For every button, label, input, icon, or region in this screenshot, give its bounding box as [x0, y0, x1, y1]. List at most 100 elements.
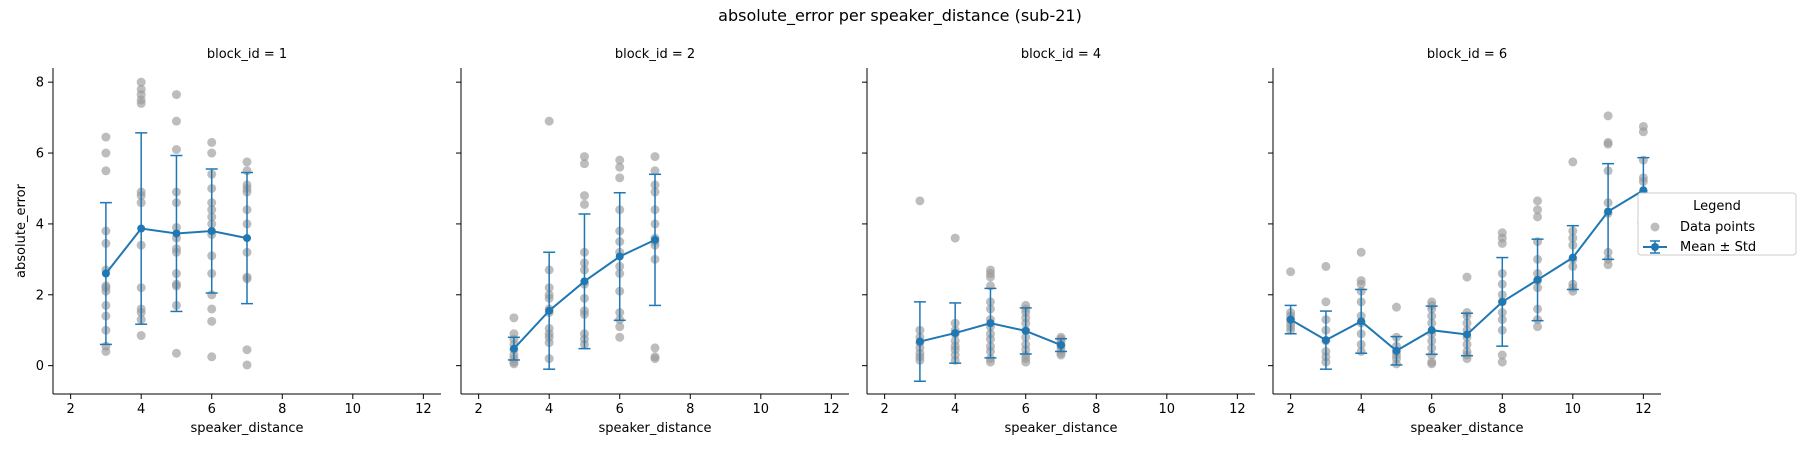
data-point [985, 272, 995, 282]
data-point [1056, 350, 1066, 360]
data-point [136, 331, 146, 341]
legend-title: Legend [1693, 199, 1741, 214]
x-tick-label: 12 [823, 402, 840, 417]
data-point [1462, 272, 1472, 282]
y-tick-label: 4 [36, 217, 44, 232]
x-tick-label: 10 [1159, 402, 1176, 417]
mean-point [1463, 330, 1471, 339]
data-point [207, 137, 217, 147]
y-tick-label: 2 [36, 288, 44, 303]
x-tick-label: 6 [208, 402, 216, 417]
data-point [171, 348, 181, 358]
data-point [1497, 238, 1507, 248]
data-point [1603, 111, 1613, 121]
data-point [544, 116, 554, 126]
y-tick-label: 6 [36, 147, 44, 162]
subplot-title: block_id = 6 [1427, 47, 1507, 62]
x-tick-label: 8 [686, 402, 694, 417]
x-tick-label: 4 [137, 402, 145, 417]
subplot-title: block_id = 4 [1021, 47, 1101, 62]
x-tick-label: 2 [1286, 402, 1294, 417]
x-tick-label: 6 [1428, 402, 1436, 417]
data-point [509, 313, 519, 323]
legend-label-points: Data points [1680, 220, 1755, 235]
subplot-title: block_id = 2 [615, 47, 695, 62]
mean-point [1392, 346, 1401, 355]
data-point [242, 360, 252, 370]
x-tick-label: 4 [545, 402, 553, 417]
y-tick-label: 8 [36, 76, 44, 91]
x-tick-label: 8 [278, 402, 286, 417]
mean-point [243, 234, 251, 243]
data-point [101, 148, 111, 158]
data-point [1497, 357, 1507, 367]
data-point [650, 152, 660, 162]
data-point [1533, 322, 1543, 332]
data-point [650, 354, 660, 364]
data-point [171, 116, 181, 126]
mean-point [1639, 186, 1648, 195]
data-point [579, 191, 589, 201]
data-point [615, 332, 625, 342]
data-point [1427, 359, 1437, 369]
data-point [615, 155, 625, 165]
data-point [579, 199, 589, 209]
legend-points-marker [1650, 222, 1660, 232]
data-point [650, 166, 660, 176]
x-axis-label: speaker_distance [599, 421, 712, 436]
x-tick-label: 2 [880, 402, 888, 417]
data-point [207, 148, 217, 158]
y-axis-label: absolute_error [14, 183, 29, 278]
subplot-2: 2 4 6 8 10 12 block_id = 2 speaker_distance [456, 47, 849, 436]
x-tick-label: 6 [616, 402, 624, 417]
mean-point [951, 329, 960, 338]
mean-point [137, 224, 146, 233]
x-tick-label: 8 [1092, 402, 1100, 417]
data-point [509, 359, 519, 369]
mean-point [580, 277, 589, 286]
data-point [101, 346, 111, 356]
mean-point [1568, 253, 1577, 262]
mean-point [615, 252, 624, 261]
data-point [1356, 279, 1366, 289]
mean-point [1498, 297, 1507, 306]
x-tick-label: 12 [1229, 402, 1246, 417]
mean-point [101, 269, 110, 278]
x-tick-label: 12 [1635, 402, 1652, 417]
data-point [1021, 357, 1031, 367]
data-point [171, 90, 181, 100]
data-point [1321, 261, 1331, 271]
data-point [950, 233, 960, 243]
x-tick-label: 10 [1565, 402, 1582, 417]
data-point [136, 98, 146, 108]
mean-point [1321, 336, 1330, 345]
data-point [1321, 297, 1331, 307]
x-axis-label: speaker_distance [1005, 421, 1118, 436]
data-point [207, 304, 217, 314]
legend-frame [1637, 192, 1797, 256]
mean-point [1057, 341, 1065, 350]
data-point [1638, 127, 1648, 137]
subplot-4: 2 4 6 8 10 12 block_id = 6 speaker_distance [1268, 47, 1661, 436]
x-axis-label: speaker_distance [191, 421, 304, 436]
data-point [1356, 247, 1366, 257]
subplot-3: 2 4 6 8 10 12 block_id = 4 speaker_distance [862, 47, 1255, 436]
x-tick-label: 10 [345, 402, 362, 417]
x-tick-label: 4 [1357, 402, 1365, 417]
subplots: 2 4 6 8 10 12 0 2 4 6 8 block_id = 1 speaker_distanc… [14, 47, 1661, 436]
data-point [101, 132, 111, 142]
x-tick-label: 2 [66, 402, 74, 417]
data-point [1533, 205, 1543, 215]
data-point [915, 196, 925, 206]
mean-point [1427, 326, 1436, 335]
mean-point [986, 319, 995, 328]
mean-point [1357, 317, 1366, 326]
x-tick-label: 2 [474, 402, 482, 417]
data-point [171, 145, 181, 154]
legend-label-mean: Mean ± Std [1680, 240, 1756, 255]
data-point [579, 159, 589, 169]
mean-point [1604, 207, 1613, 216]
data-point [1568, 157, 1578, 167]
mean-point [545, 306, 554, 315]
